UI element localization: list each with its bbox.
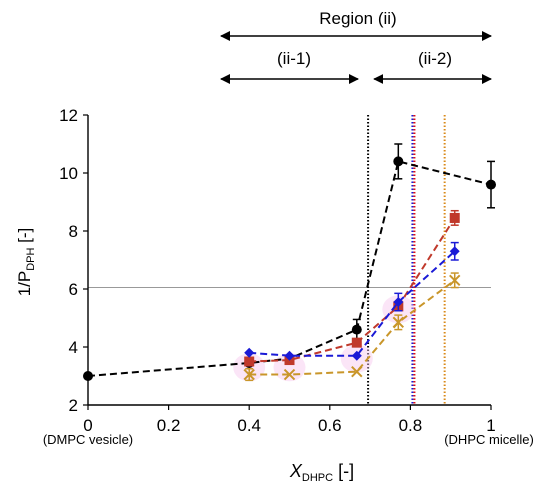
series-3-point-3 [392, 316, 405, 329]
left-end-annotation: (DMPC vesicle) [43, 432, 133, 447]
series-0-point-3 [351, 324, 362, 335]
series-1-line [249, 217, 456, 363]
series-0-point-5 [486, 179, 496, 190]
x-axis-title: XDHPC [-] [289, 461, 354, 484]
region-sub2-label: (ii-2) [418, 49, 452, 68]
series-3-point-4 [449, 274, 461, 287]
y-tick-label-1: 4 [69, 338, 78, 357]
series-3-point-2 [351, 365, 363, 378]
series-3 [243, 272, 461, 382]
series-1 [244, 209, 460, 367]
plot-area: 2 4 6 8 10 12 0 0.2 0.4 0.6 0.8 1 [59, 106, 496, 435]
x-tick-label-5: 1 [486, 416, 495, 435]
region-annotations: Region (ii) (ii-1) (ii-2) [219, 9, 492, 84]
y-tick-label-2: 6 [69, 280, 78, 299]
series-1-point-0 [244, 356, 255, 367]
series-1-point-4 [449, 212, 460, 223]
x-tick-label-0: 0 [83, 416, 92, 435]
x-tick-label-4: 0.8 [399, 416, 423, 435]
region-main-label: Region (ii) [319, 9, 396, 28]
x-tick-label-3: 0.6 [318, 416, 342, 435]
right-end-annotation: (DHPC micelle) [444, 432, 534, 447]
series-3-point-0 [243, 368, 255, 381]
y-axis-title: 1/PDPH [-] [15, 228, 37, 297]
series-0 [83, 143, 496, 381]
series-2 [244, 241, 460, 361]
y-tick-label-3: 8 [69, 222, 78, 241]
series-2-line [249, 250, 456, 357]
series-1-point-2 [351, 337, 362, 348]
series-2-point-1 [284, 350, 295, 361]
series-0-point-4 [393, 156, 404, 167]
series-2-point-4 [449, 246, 460, 257]
region-sub1-label: (ii-1) [277, 49, 311, 68]
y-tick-label-5: 12 [59, 106, 78, 125]
y-tick-label-0: 2 [69, 396, 78, 415]
series-2-point-2 [351, 350, 362, 361]
series-2-point-3 [393, 297, 404, 308]
series-2-point-0 [244, 347, 255, 358]
y-tick-label-4: 10 [59, 164, 78, 183]
series-3-line [249, 279, 456, 376]
x-tick-label-1: 0.2 [157, 416, 181, 435]
series-0-point-0 [83, 371, 93, 381]
series-3-point-1 [283, 368, 296, 381]
series-0-line [87, 160, 492, 377]
x-tick-label-2: 0.4 [237, 416, 261, 435]
